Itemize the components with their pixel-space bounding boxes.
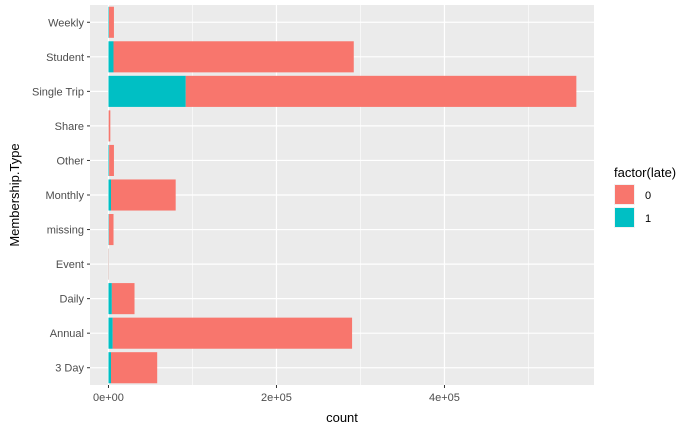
bar-3-day-late-1: [108, 352, 111, 384]
legend-label-0: 0: [645, 190, 651, 202]
bar-student-late-0: [113, 41, 354, 73]
bar-missing-late-0: [108, 214, 114, 246]
y-axis-title: Membership.Type: [7, 143, 22, 246]
legend-items: 01: [614, 184, 651, 228]
bar-daily-late-1: [108, 283, 112, 315]
x-tick-label: 0e+00: [93, 392, 124, 404]
bar-weekly-late-0: [108, 6, 114, 38]
bar-monthly-late-1: [108, 179, 111, 211]
x-axis-title: count: [326, 410, 358, 425]
y-tick-label: Monthly: [45, 190, 84, 202]
bar-share-late-0: [108, 110, 111, 142]
legend-label-1: 1: [645, 213, 651, 225]
bar-student-late-1: [108, 41, 114, 73]
bar-monthly-late-0: [111, 179, 176, 211]
y-tick-label: Daily: [60, 294, 85, 306]
y-tick-label: Share: [55, 121, 84, 133]
bar-daily-late-0: [111, 283, 135, 315]
y-axis: 3 Day Annual Daily Event missing Monthly Other…: [32, 17, 90, 375]
y-tick-label: Student: [46, 52, 84, 64]
x-tick-label: 4e+05: [429, 392, 460, 404]
legend: factor(late) 01: [614, 165, 676, 228]
legend-title: factor(late): [614, 165, 676, 180]
x-axis: 0e+00 2e+05 4e+05: [93, 385, 460, 404]
legend-swatch-0: [615, 185, 634, 204]
y-tick-label: Annual: [50, 328, 84, 340]
y-tick-label: Single Trip: [32, 86, 84, 98]
y-tick-label: Other: [56, 155, 84, 167]
x-tick-label: 2e+05: [261, 392, 292, 404]
y-tick-label: Weekly: [48, 17, 84, 29]
bar-annual-late-1: [108, 317, 113, 349]
bar-3-day-late-0: [111, 352, 158, 384]
bar-weekly-late-1: [108, 6, 109, 38]
y-tick-label: Event: [56, 259, 84, 271]
legend-swatch-1: [615, 208, 634, 227]
bar-other-late-0: [109, 144, 114, 176]
y-tick-label: missing: [47, 225, 84, 237]
bar-single-trip-late-1: [108, 75, 186, 107]
bar-annual-late-0: [112, 317, 353, 349]
bars: [108, 6, 577, 384]
bar-other-late-1: [108, 144, 110, 176]
bar-single-trip-late-0: [185, 75, 577, 107]
y-tick-label: 3 Day: [55, 363, 84, 375]
